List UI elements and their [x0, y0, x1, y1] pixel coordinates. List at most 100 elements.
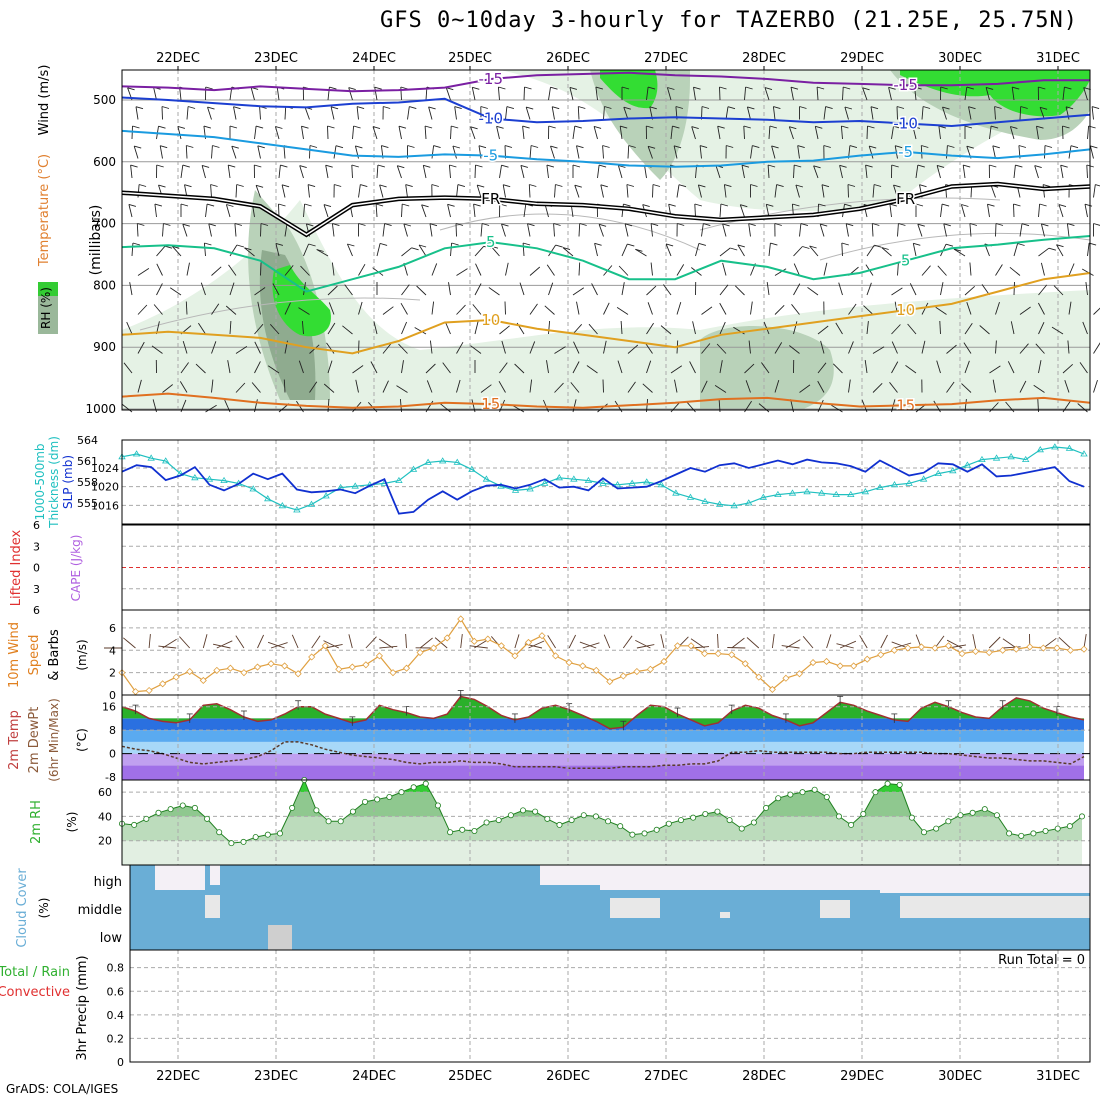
- wind-barb-flag: [177, 125, 186, 129]
- wind-barb: [723, 184, 727, 198]
- wind-barb: [450, 242, 453, 257]
- wind-barb: [989, 126, 992, 140]
- wind-barb: [1013, 281, 1015, 296]
- wind-barb-flag: [375, 203, 384, 207]
- panel-frame: [121, 69, 1091, 411]
- date-label-top: 31DEC: [1036, 51, 1080, 66]
- wind-barb-flag: [332, 223, 340, 227]
- wind-barb: [744, 363, 755, 374]
- wind-barb: [574, 185, 580, 198]
- wind-barb: [235, 382, 246, 393]
- wind-barb: [569, 87, 574, 101]
- wind-barb: [699, 145, 702, 159]
- wind-barb-flag: [550, 145, 558, 149]
- wind-barb: [1019, 343, 1029, 354]
- rh2m-marker: [848, 821, 855, 828]
- thickness-marker: [205, 475, 214, 482]
- wind-barb: [208, 223, 212, 237]
- wind-barb-flag: [966, 86, 974, 90]
- wind-barb-flag: [473, 203, 481, 207]
- thickness-marker: [555, 474, 563, 481]
- wind-barb: [768, 243, 771, 257]
- rh2m-marker: [993, 812, 1000, 819]
- wind-barb-flag: [693, 86, 701, 90]
- rh2m-marker: [495, 817, 502, 824]
- rh2m-marker: [605, 818, 612, 825]
- rh2m-marker: [896, 781, 903, 788]
- wind-barb-flag: [618, 165, 626, 168]
- wind-barb-flag: [995, 223, 1004, 226]
- wind-barb-flag: [698, 242, 707, 246]
- wind-barb-flag: [990, 125, 999, 129]
- wind-barb: [888, 87, 892, 101]
- label-convective: Convective: [0, 985, 70, 1000]
- wind-barb: [250, 87, 255, 101]
- li-tick: 0: [33, 562, 40, 575]
- wind-barb-flag: [594, 242, 602, 246]
- cloud-panel: high middle low: [78, 865, 1090, 950]
- wind10-barb: [859, 635, 868, 649]
- wind-barb: [642, 383, 653, 393]
- wind-barb: [845, 223, 849, 237]
- wind-barb-flag: [353, 125, 361, 129]
- wind-barb-flag: [244, 247, 252, 251]
- wind-barb: [692, 321, 696, 335]
- rh2m-marker: [738, 825, 745, 832]
- wind-barb: [211, 145, 213, 159]
- wind10-marker: [308, 653, 316, 661]
- wind-barb-flag: [163, 223, 171, 226]
- wind-barb-flag: [281, 184, 290, 188]
- wind-barb: [260, 262, 262, 276]
- wind-barb-flag: [703, 223, 711, 227]
- li-tick: 3: [33, 583, 40, 596]
- wind-barb: [766, 282, 770, 296]
- wind-barb: [891, 361, 899, 374]
- cloud-row-label: high: [94, 875, 122, 890]
- wind-barb: [832, 363, 843, 374]
- wind-barb-flag: [893, 125, 901, 129]
- wind10-barb: [746, 637, 760, 649]
- wind-barb-flag: [914, 86, 922, 90]
- wind-barb-flag: [647, 86, 656, 90]
- wind-barb-flag: [789, 126, 797, 130]
- wind-barb: [201, 165, 206, 179]
- wind-barb-flag: [1048, 247, 1057, 251]
- wind-barb: [835, 322, 843, 335]
- wind-barb: [156, 263, 163, 276]
- wind10-marker: [728, 651, 736, 659]
- wind10-marker: [375, 652, 384, 660]
- wind-barb: [504, 301, 506, 315]
- wind-barb: [358, 184, 361, 198]
- wind-barb-flag: [308, 243, 316, 247]
- wind-barb-flag: [1044, 145, 1053, 148]
- wind-barb-flag: [943, 223, 951, 227]
- wind-barb-flag: [750, 184, 758, 187]
- wind-barb: [795, 184, 800, 198]
- wind-barb-flag: [255, 184, 264, 188]
- wind-barb: [635, 248, 647, 257]
- wind-barb: [325, 165, 329, 179]
- wind-barb: [1038, 360, 1042, 374]
- thickness-marker: [715, 500, 724, 507]
- isotherm-line: [121, 71, 1090, 93]
- wind-barb: [866, 282, 872, 296]
- wind-barb: [327, 285, 338, 296]
- wind-barb-flag: [529, 184, 537, 187]
- wind10-marker: [335, 665, 343, 673]
- cloud-low: [268, 925, 292, 950]
- wind-barb-flag: [231, 145, 239, 149]
- rh2m-marker: [823, 794, 830, 801]
- wind10-marker: [226, 664, 234, 672]
- wind-barb: [401, 203, 403, 218]
- wind-barb: [725, 106, 729, 120]
- rh2m-marker: [276, 830, 283, 837]
- wind-barb: [646, 285, 657, 296]
- wind10-barb: [270, 642, 288, 649]
- wind-barb: [1038, 284, 1048, 296]
- date-label-top: 26DEC: [546, 51, 590, 66]
- wind10-marker: [999, 646, 1007, 654]
- wind-barb-flag: [481, 223, 490, 226]
- rh2m-marker: [410, 784, 417, 791]
- wind-barb: [135, 106, 139, 120]
- cloud-mid: [900, 896, 1090, 918]
